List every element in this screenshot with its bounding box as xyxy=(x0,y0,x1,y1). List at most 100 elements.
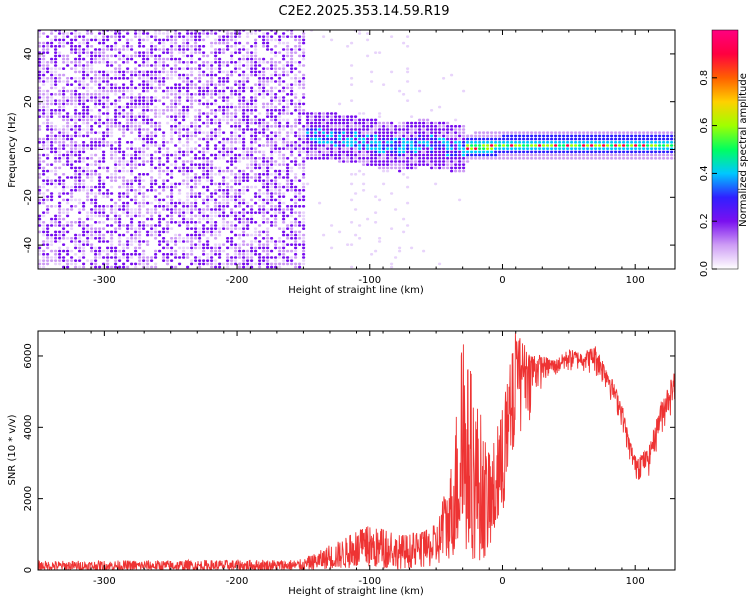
heatmap-cell xyxy=(562,157,566,160)
heatmap-cell xyxy=(250,99,254,102)
heatmap-cell xyxy=(426,144,430,147)
heatmap-cell xyxy=(366,157,370,160)
heatmap-cell xyxy=(570,144,574,147)
heatmap-cell xyxy=(174,105,178,109)
heatmap-cell xyxy=(126,54,130,58)
heatmap-cell xyxy=(198,182,202,186)
heatmap-cell xyxy=(70,240,74,243)
heatmap-cell xyxy=(322,233,326,237)
heatmap-cell xyxy=(98,253,102,256)
heatmap-cell xyxy=(378,163,382,166)
heatmap-cell xyxy=(286,54,290,58)
heatmap-cell xyxy=(446,147,450,150)
heatmap-cell xyxy=(214,201,218,205)
heatmap-cell xyxy=(390,153,394,157)
heatmap-cell xyxy=(310,118,314,122)
heatmap-cell xyxy=(82,227,86,230)
heatmap-cell xyxy=(246,259,250,262)
heatmap-cell xyxy=(178,147,182,150)
heatmap-cell xyxy=(314,144,318,147)
heatmap-cell xyxy=(326,144,330,147)
heatmap-cell xyxy=(178,262,182,266)
heatmap-cell xyxy=(454,150,458,154)
heatmap-cell xyxy=(174,150,178,154)
heatmap-cell xyxy=(122,73,126,77)
heatmap-cell xyxy=(138,128,142,131)
heatmap-cell xyxy=(258,73,262,77)
heatmap-cell xyxy=(54,112,58,115)
heatmap-cell xyxy=(658,131,662,134)
heatmap-cell xyxy=(354,233,358,237)
heatmap-cell xyxy=(242,169,246,173)
heatmap-cell xyxy=(142,201,146,205)
heatmap-cell xyxy=(270,262,274,266)
heatmap-cell xyxy=(594,141,598,144)
heatmap-cell xyxy=(150,86,154,90)
heatmap-cell xyxy=(122,169,126,173)
heatmap-cell xyxy=(206,166,210,170)
heatmap-cell xyxy=(134,189,138,192)
heatmap-cell xyxy=(278,51,282,54)
heatmap-cell xyxy=(358,112,362,115)
heatmap-cell xyxy=(150,157,154,160)
heatmap-cell xyxy=(418,131,422,134)
heatmap-cell xyxy=(282,128,286,131)
heatmap-cell xyxy=(310,134,314,138)
heatmap-cell xyxy=(162,205,166,208)
heatmap-cell xyxy=(102,185,106,189)
heatmap-cell xyxy=(126,163,130,166)
heatmap-cell xyxy=(42,259,46,262)
heatmap-cell xyxy=(106,99,110,102)
heatmap-cell xyxy=(82,38,86,42)
heatmap-cell xyxy=(94,256,98,259)
heatmap-cell xyxy=(294,163,298,166)
heatmap-cell xyxy=(294,157,298,160)
heatmap-cell xyxy=(302,221,306,224)
heatmap-cell xyxy=(234,262,238,266)
heatmap-cell xyxy=(550,157,554,160)
heatmap-cell xyxy=(146,243,150,246)
heatmap-cell xyxy=(266,179,270,182)
heatmap-cell xyxy=(282,41,286,45)
heatmap-cell xyxy=(182,169,186,173)
heatmap-cell xyxy=(154,253,158,256)
heatmap-cell xyxy=(394,160,398,163)
heatmap-cell xyxy=(154,105,158,109)
heatmap-cell xyxy=(270,64,274,67)
heatmap-cell xyxy=(282,70,286,74)
heatmap-cell xyxy=(370,121,374,125)
heatmap-cell xyxy=(346,160,350,163)
heatmap-cell xyxy=(454,153,458,157)
heatmap-cell xyxy=(170,253,174,256)
heatmap-cell xyxy=(254,118,258,122)
heatmap-cell xyxy=(98,109,102,112)
heatmap-cell xyxy=(78,153,82,157)
heatmap-cell xyxy=(182,93,186,96)
heatmap-cell xyxy=(294,125,298,128)
heatmap-cell xyxy=(170,118,174,122)
heatmap-cell xyxy=(102,48,106,51)
heatmap-cell xyxy=(102,179,106,182)
heatmap-cell xyxy=(402,134,406,138)
heatmap-cell xyxy=(78,173,82,176)
heatmap-cell xyxy=(58,109,62,112)
heatmap-cell xyxy=(202,51,206,54)
heatmap-cell xyxy=(294,233,298,237)
heatmap-cell xyxy=(62,128,66,131)
heatmap-cell xyxy=(222,217,226,221)
heatmap-cell xyxy=(202,89,206,93)
heatmap-cell xyxy=(330,118,334,122)
heatmap-cell xyxy=(214,265,218,269)
heatmap-cell xyxy=(126,57,130,61)
heatmap-cell xyxy=(274,150,278,154)
heatmap-cell xyxy=(358,141,362,144)
heatmap-cell xyxy=(218,38,222,42)
heatmap-cell xyxy=(242,265,246,269)
heatmap-cell xyxy=(90,230,94,234)
heatmap-cell xyxy=(66,237,70,240)
heatmap-cell xyxy=(474,153,478,157)
heatmap-cell xyxy=(158,176,162,179)
heatmap-cell xyxy=(322,134,326,138)
heatmap-cell xyxy=(286,121,290,125)
heatmap-cell xyxy=(390,144,394,147)
